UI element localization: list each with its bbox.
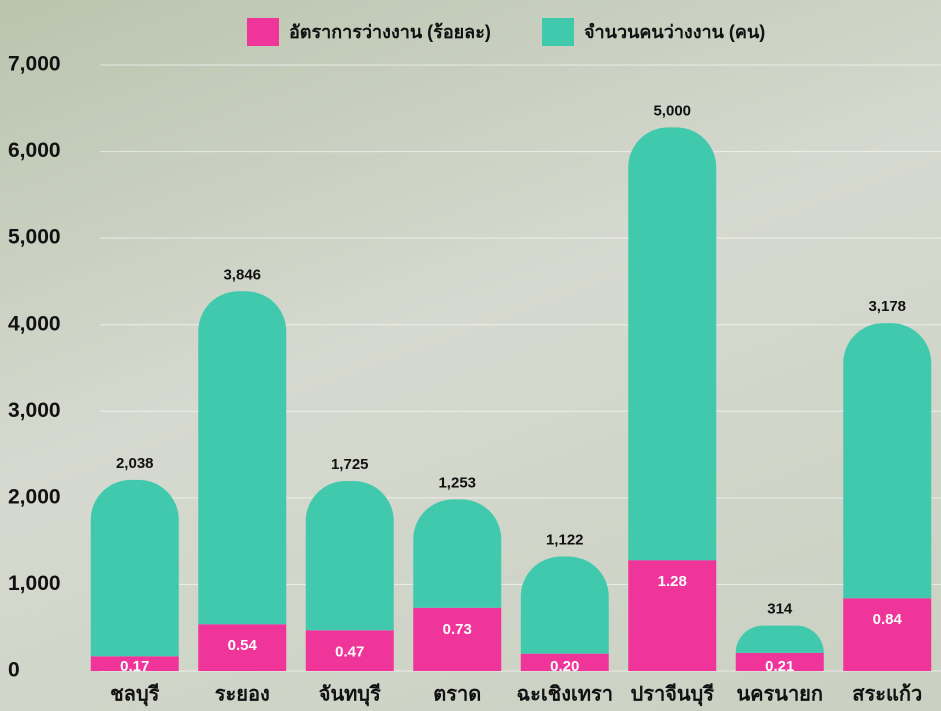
value-label: 3,846 — [223, 266, 261, 283]
value-label: 0.17 — [120, 658, 149, 675]
bar-segment — [413, 499, 501, 607]
x-tick-label: ฉะเชิงเทรา — [516, 683, 613, 705]
value-label: 314 — [767, 601, 793, 618]
value-label: 0.47 — [335, 643, 364, 660]
bar-segment — [91, 480, 179, 656]
value-label: 2,038 — [116, 455, 154, 472]
chart: 0 1,000 2,000 3,000 4,000 5,000 6,000 7,000 อัตร… — [0, 0, 941, 711]
value-label: 0.84 — [873, 611, 903, 628]
x-tick-label: สระแก้ว — [852, 682, 922, 705]
value-label: 0.20 — [550, 658, 579, 675]
value-label: 3,178 — [868, 298, 906, 315]
y-tick-label: 5,000 — [8, 226, 61, 249]
x-tick-label: นครนายก — [736, 683, 823, 705]
legend-swatch — [542, 18, 574, 46]
y-tick-label: 2,000 — [8, 485, 61, 508]
x-tick-label: ระยอง — [215, 683, 270, 705]
bar-segment — [736, 626, 824, 653]
bar-segment — [843, 598, 931, 671]
y-tick-label: 7,000 — [8, 53, 61, 76]
x-tick-label: ตราด — [433, 683, 481, 705]
value-label: 0.54 — [228, 637, 258, 654]
value-label: 0.73 — [443, 621, 472, 638]
value-label: 5,000 — [653, 102, 691, 119]
x-tick-label: ปราจีนบุรี — [631, 682, 715, 706]
y-tick-label: 3,000 — [8, 399, 61, 422]
value-label: 0.21 — [765, 658, 794, 675]
y-tick-label: 1,000 — [8, 572, 61, 595]
bar-segment — [521, 557, 609, 654]
y-tick-label: 6,000 — [8, 139, 61, 162]
x-tick-label: จันทบุรี — [319, 682, 381, 706]
legend-label: อัตราการว่างงาน (ร้อยละ) — [289, 22, 491, 42]
value-label: 1,725 — [331, 456, 369, 473]
y-tick-label: 4,000 — [8, 312, 61, 335]
value-label: 1,253 — [438, 474, 476, 491]
bar-segment — [413, 608, 501, 671]
legend-label: จำนวนคนว่างงาน (คน) — [584, 22, 765, 42]
bar-segment — [628, 127, 716, 560]
value-label: 1,122 — [546, 532, 584, 549]
value-label: 1.28 — [658, 573, 687, 590]
bar-segment — [306, 481, 394, 630]
x-tick-label: ชลบุรี — [110, 682, 160, 706]
bar-segment — [843, 323, 931, 598]
y-tick-label: 0 — [8, 659, 20, 682]
bar-segment — [198, 291, 286, 624]
legend-swatch — [247, 18, 279, 46]
